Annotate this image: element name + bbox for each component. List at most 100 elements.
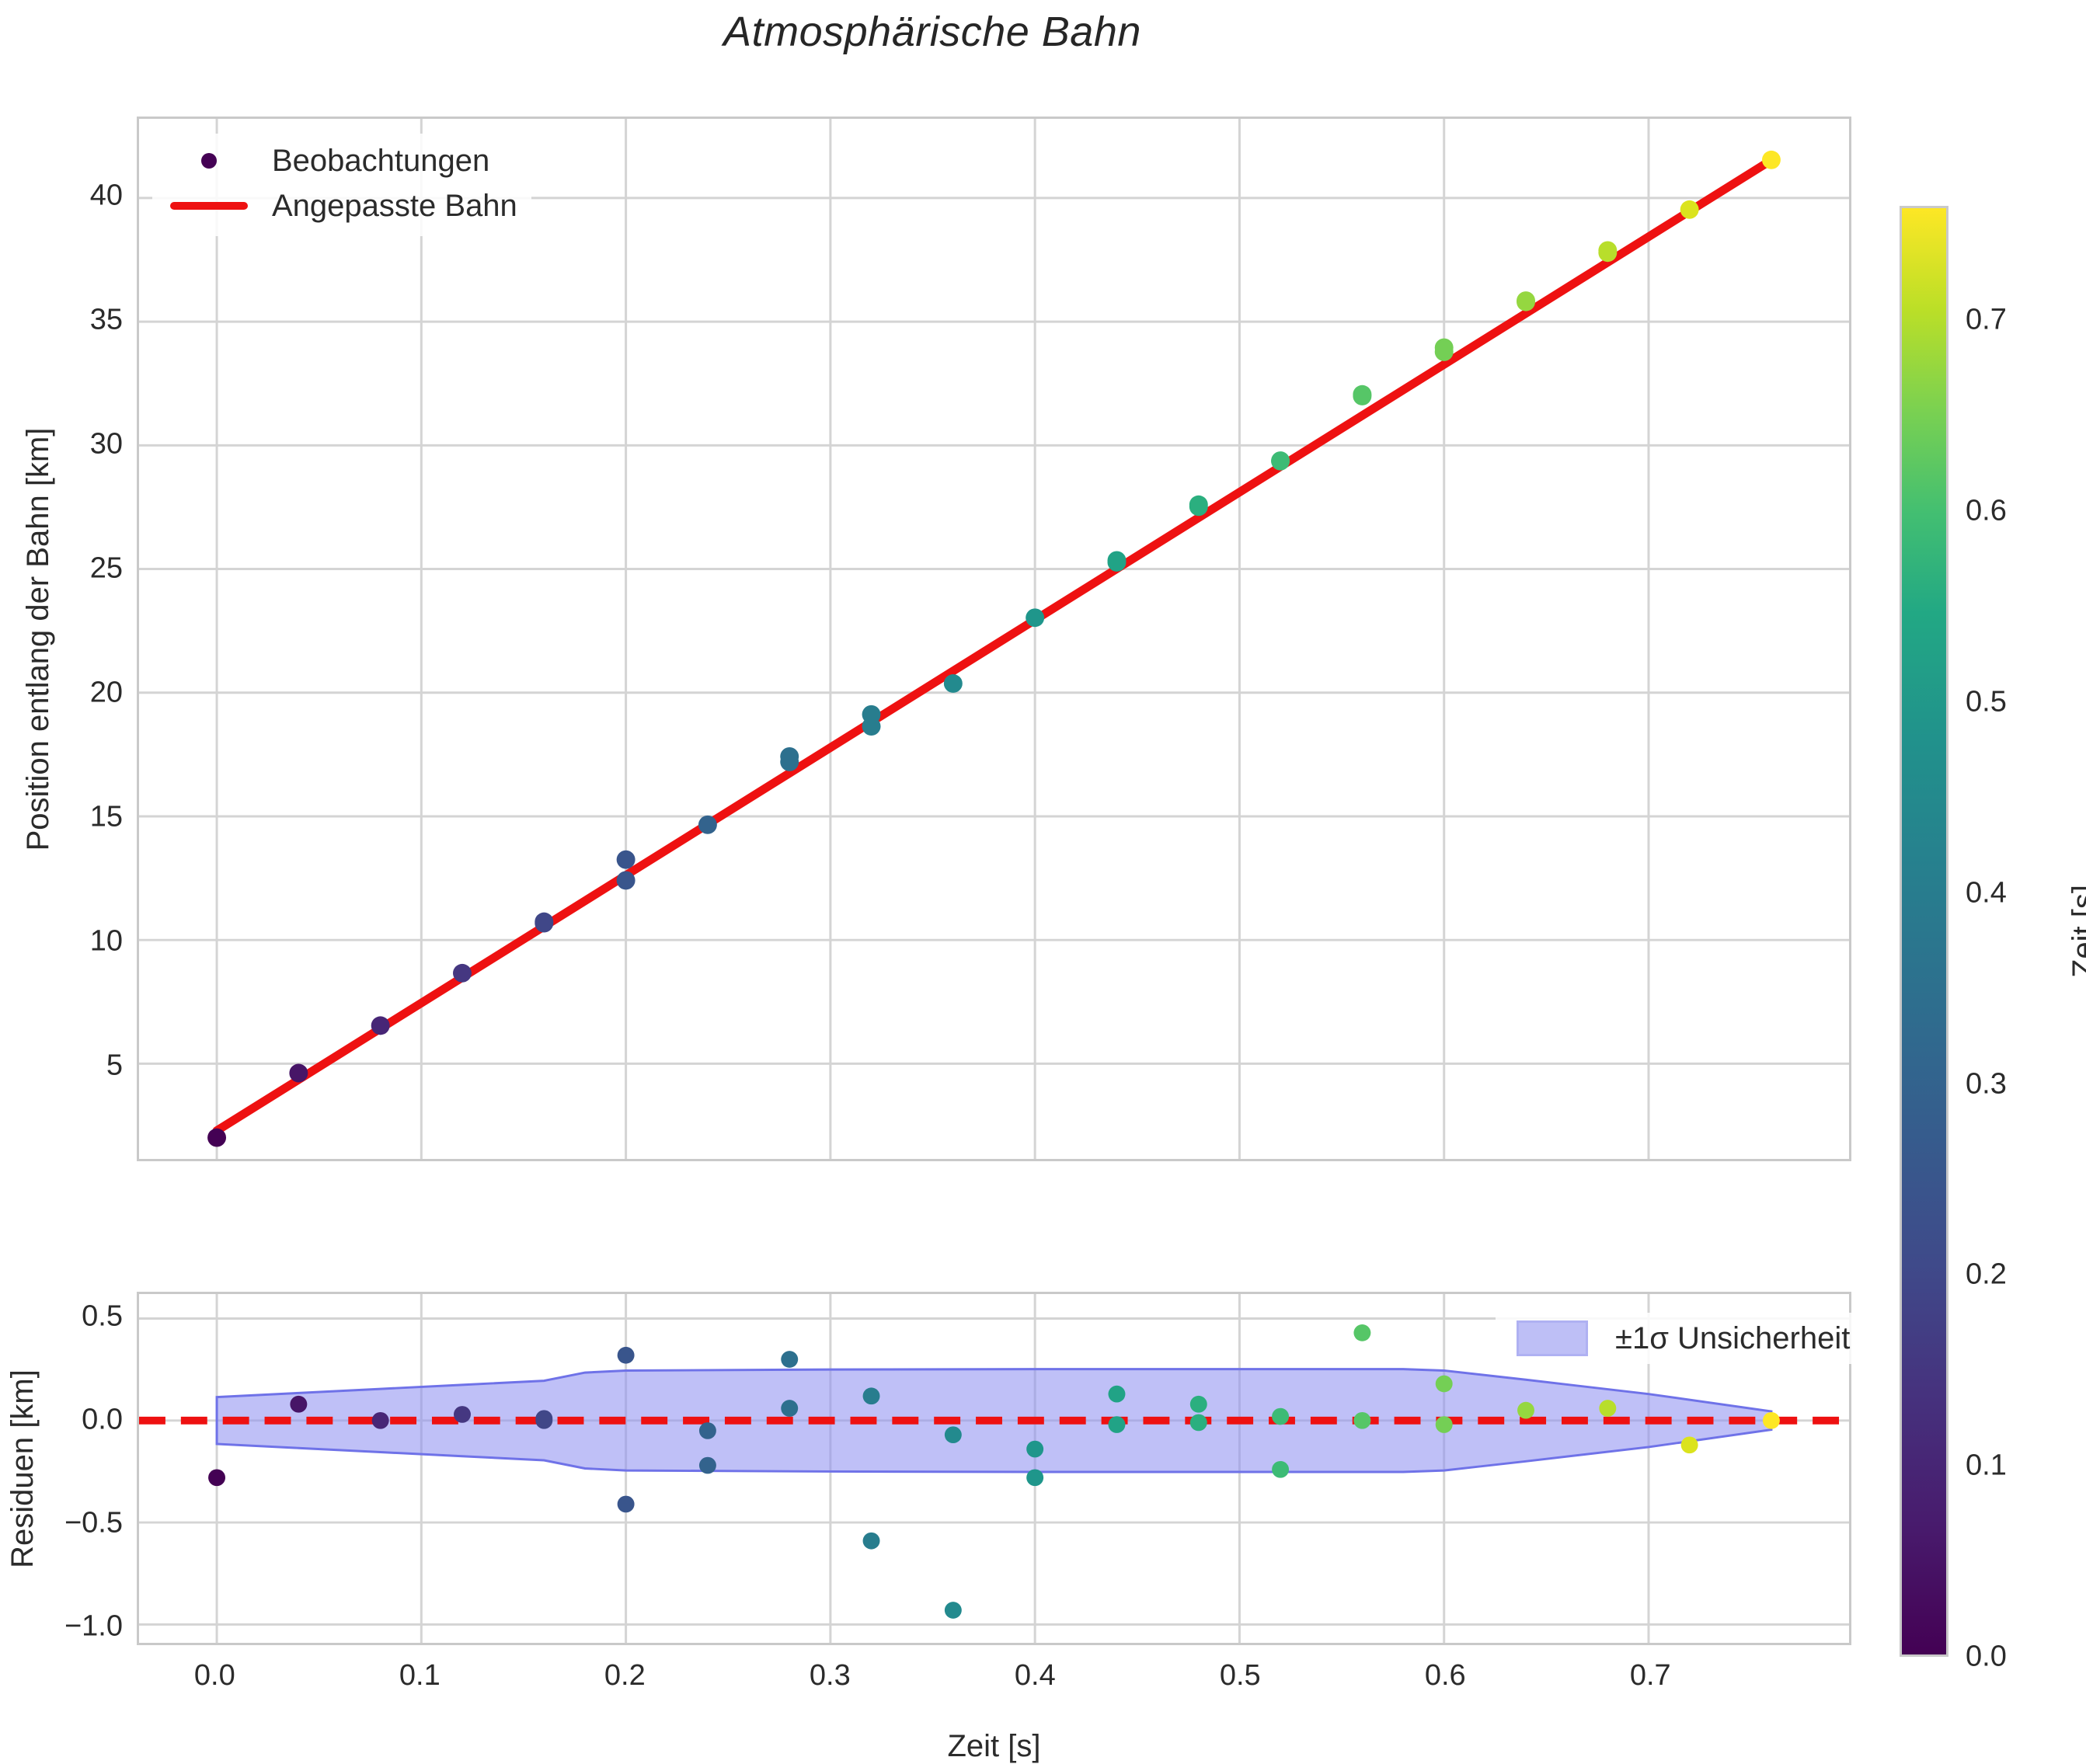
residual-point	[1435, 1375, 1453, 1393]
observation-point	[1189, 495, 1208, 514]
residual-point	[1189, 1395, 1207, 1413]
main-y-axis-title: Position entlang der Bahn [km]	[21, 427, 55, 851]
x-tick-label: 0.1	[399, 1659, 441, 1692]
observation-point	[698, 815, 717, 834]
y-tick-label-residual: −1.0	[64, 1609, 123, 1643]
fit-line-marker-icon	[163, 202, 255, 210]
colorbar-tick-label: 0.0	[1966, 1640, 2007, 1673]
y-tick-label-main: 30	[89, 427, 123, 461]
residual-point	[1108, 1385, 1126, 1403]
y-tick-label-main: 5	[106, 1049, 123, 1082]
observation-point	[289, 1063, 308, 1083]
residual-point	[617, 1495, 635, 1513]
y-tick-label-main: 10	[89, 924, 123, 958]
residual-point	[454, 1406, 471, 1423]
legend-label-uncertainty: ±1σ Unsicherheit	[1615, 1320, 1851, 1355]
observation-point	[1026, 608, 1045, 628]
residual-point	[1026, 1440, 1044, 1458]
residual-point	[290, 1395, 308, 1413]
observation-point	[453, 963, 472, 983]
residual-point	[371, 1411, 389, 1429]
x-tick-label: 0.0	[193, 1659, 235, 1692]
residual-point	[698, 1456, 716, 1474]
residual-point	[1599, 1400, 1617, 1417]
residual-point	[535, 1410, 553, 1428]
residual-point	[1762, 1411, 1780, 1429]
x-tick-label: 0.3	[809, 1659, 851, 1692]
residual-plot-legend: ±1σ Unsicherheit	[1496, 1313, 1861, 1364]
residual-point	[1353, 1411, 1371, 1429]
x-tick-label: 0.4	[1014, 1659, 1056, 1692]
y-tick-label-main: 25	[89, 551, 123, 585]
observation-point	[207, 1128, 227, 1147]
residual-point	[862, 1387, 880, 1405]
colorbar-tick-label: 0.4	[1966, 876, 2007, 910]
colorbar-tick-label: 0.6	[1966, 494, 2007, 527]
y-tick-label-residual: 0.0	[82, 1403, 123, 1436]
residual-point	[1108, 1416, 1126, 1433]
fitted-trajectory-line	[212, 155, 1776, 1136]
colorbar-title: Zeit [s]	[2067, 884, 2086, 979]
colorbar-tick-label: 0.1	[1966, 1449, 2007, 1482]
y-tick-label-residual: −0.5	[64, 1506, 123, 1540]
observation-point	[1517, 291, 1535, 310]
legend-entry-fit: Angepasste Bahn	[163, 183, 517, 228]
colorbar-tick-label: 0.3	[1966, 1067, 2007, 1101]
x-tick-label: 0.2	[604, 1659, 646, 1692]
colorbar-tick-label: 0.5	[1966, 685, 2007, 718]
main-plot-axes	[137, 117, 1851, 1161]
y-tick-label-main: 35	[89, 303, 123, 336]
y-tick-label-main: 20	[89, 676, 123, 709]
legend-entry-observations: Beobachtungen	[163, 138, 517, 183]
observation-point	[862, 705, 881, 724]
legend-label-observations: Beobachtungen	[272, 143, 490, 178]
x-axis-title: Zeit [s]	[947, 1729, 1041, 1763]
residual-point	[781, 1351, 799, 1368]
main-plot-canvas	[139, 119, 1849, 1159]
observation-point	[1271, 451, 1290, 471]
y-tick-label-residual: 0.5	[82, 1300, 123, 1333]
observation-point	[1107, 551, 1127, 570]
observation-point	[780, 746, 799, 766]
residual-point	[781, 1400, 799, 1417]
residual-point	[1272, 1407, 1290, 1425]
residual-point	[1272, 1460, 1290, 1478]
observation-point	[1680, 200, 1699, 219]
residual-point	[698, 1422, 716, 1439]
observation-point	[1353, 384, 1372, 404]
main-plot-legend: Beobachtungen Angepasste Bahn	[152, 134, 531, 236]
colorbar-tick-label: 0.2	[1966, 1258, 2007, 1291]
x-tick-label: 0.5	[1219, 1659, 1261, 1692]
colorbar-tick-label: 0.7	[1966, 303, 2007, 336]
legend-label-fit: Angepasste Bahn	[272, 188, 517, 223]
residual-point	[1026, 1469, 1044, 1487]
observation-point	[1761, 150, 1781, 169]
figure-title: Atmosphärische Bahn	[723, 9, 1141, 55]
observation-point	[943, 674, 963, 693]
observation-point	[535, 912, 554, 931]
residual-point	[944, 1426, 962, 1444]
uncertainty-band-swatch-icon	[1506, 1320, 1598, 1356]
observation-point	[616, 850, 636, 869]
residual-point	[1517, 1401, 1534, 1419]
observation-point	[1598, 241, 1618, 260]
observation-point	[616, 871, 636, 890]
residual-y-axis-title: Residuen [km]	[5, 1369, 40, 1568]
y-tick-label-main: 40	[89, 179, 123, 212]
colorbar	[1900, 206, 1948, 1657]
residual-point	[1353, 1324, 1371, 1341]
residual-point	[1680, 1436, 1698, 1454]
residual-point	[862, 1532, 880, 1550]
observation-point	[1434, 338, 1454, 357]
x-tick-label: 0.6	[1424, 1659, 1466, 1692]
legend-entry-uncertainty: ±1σ Unsicherheit	[1506, 1316, 1850, 1361]
residual-point	[1435, 1416, 1453, 1433]
x-tick-label: 0.7	[1629, 1659, 1671, 1692]
residual-plot-canvas	[139, 1294, 1849, 1643]
residual-point	[1189, 1414, 1207, 1432]
residual-point	[617, 1346, 635, 1364]
y-tick-label-main: 15	[89, 800, 123, 833]
residual-point	[208, 1469, 226, 1487]
observations-marker-icon	[163, 153, 255, 169]
